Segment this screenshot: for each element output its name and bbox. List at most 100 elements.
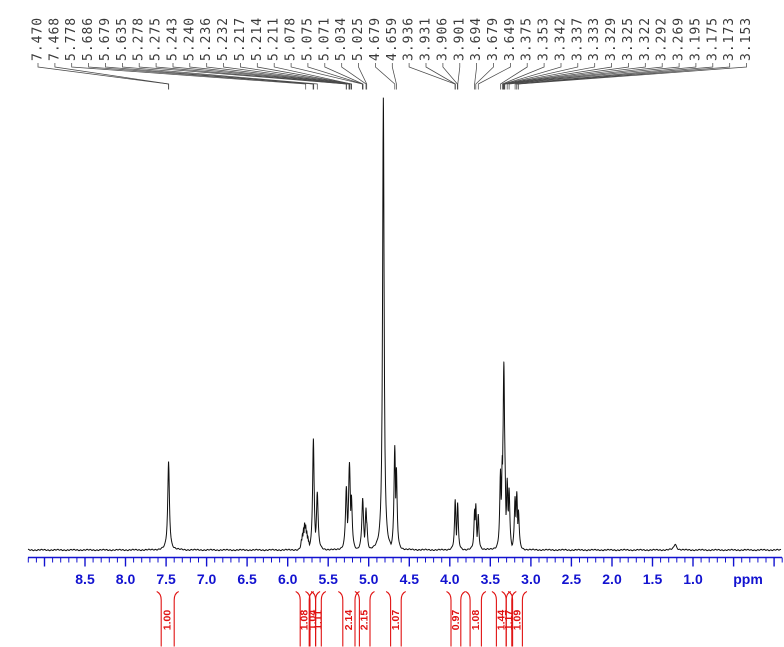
peak-leader-line [518, 63, 747, 90]
peak-label: 5.217 [233, 17, 248, 61]
peak-leader-line [457, 63, 461, 90]
integral-value: 1.08 [299, 610, 311, 631]
x-axis-tick-label: 1.0 [683, 571, 703, 587]
peak-label: 5.686 [81, 17, 96, 61]
peak-label: 3.153 [739, 17, 754, 61]
x-axis-tick-labels: 8.5 8.0 7.5 7.0 6.5 6.0 5.5 5.0 4.5 4.0 3.5 3.0 2.5 2… [75, 571, 703, 587]
x-axis-tick-label: 2.5 [562, 571, 582, 587]
peak-leader-line [501, 63, 545, 90]
peak-label: 3.173 [722, 17, 737, 61]
peak-label: 3.342 [553, 17, 568, 61]
integral-markers: 1.00 1.081.041.11 2.14 2.15 1.07 0.97 1.08 1.44… [156, 590, 528, 647]
peak-leader-line [391, 63, 397, 90]
x-axis-tick-label: 4.5 [400, 571, 420, 587]
peak-label: 3.292 [655, 17, 670, 61]
integral-bracket [156, 590, 179, 647]
integral-bracket [501, 590, 517, 647]
integral-bracket [446, 590, 466, 647]
integral-value: 2.15 [359, 610, 371, 631]
peak-label: 3.353 [537, 17, 552, 61]
peak-label: 3.175 [705, 17, 720, 61]
peak-label: 5.078 [284, 17, 299, 61]
x-axis-ticks [27, 557, 783, 567]
x-axis-tick-label: 1.5 [643, 571, 663, 587]
peak-label: 3.325 [621, 17, 636, 61]
peak-label: 7.470 [31, 17, 46, 61]
peak-label: 5.211 [267, 17, 282, 61]
x-axis-tick-label: 5.0 [359, 571, 379, 587]
integral-value: 0.97 [450, 610, 462, 631]
integral-value: 1.11 [313, 610, 325, 630]
peak-leader-line [71, 63, 307, 90]
peak-leader-line [506, 63, 663, 90]
peak-label: 3.936 [402, 17, 417, 61]
integral-value: 1.07 [390, 610, 402, 631]
integral-bracket [385, 590, 406, 647]
spectrum-trace [27, 97, 782, 552]
peak-leader-line [155, 63, 347, 90]
peak-leader-line [425, 63, 456, 90]
peak-leader-line [502, 63, 562, 90]
peak-label: 3.679 [486, 17, 501, 61]
peak-label: 5.075 [300, 17, 315, 61]
peak-leader-line [516, 63, 731, 90]
peak-leader-line [474, 63, 477, 90]
integral-value: 2.14 [343, 610, 355, 631]
peak-label: 3.269 [672, 17, 687, 61]
peak-leader-line [273, 63, 352, 90]
peak-label: 5.635 [115, 17, 130, 61]
peak-leader-line [514, 63, 697, 90]
peak-label: 3.337 [570, 17, 585, 61]
peak-label: 5.275 [149, 17, 164, 61]
peak-label: 3.195 [688, 17, 703, 61]
peak-label: 5.236 [199, 17, 214, 61]
peak-label: 3.649 [503, 17, 518, 61]
peak-label: 3.901 [452, 17, 467, 61]
x-axis: 8.5 8.0 7.5 7.0 6.5 6.0 5.5 5.0 4.5 4.0 3.5 3.0 2.5 2… [27, 556, 783, 587]
peak-label: 4.659 [385, 17, 400, 61]
x-axis-tick-label: 4.0 [440, 571, 460, 587]
peak-leader-line [475, 63, 494, 90]
peak-label: 5.232 [216, 17, 231, 61]
integral-value: 1.09 [512, 610, 524, 631]
peak-label: 4.679 [368, 17, 383, 61]
peak-leader-line [223, 63, 351, 90]
peak-label: 5.240 [182, 17, 197, 61]
x-axis-tick-label: 2.0 [602, 571, 622, 587]
peak-label: 5.778 [64, 17, 79, 61]
peak-label: 3.906 [435, 17, 450, 61]
peak-leader-line [508, 63, 680, 90]
peak-leader-line [88, 63, 314, 90]
x-axis-tick-label: 5.5 [318, 571, 338, 587]
peak-leader-line [442, 63, 458, 90]
peak-label: 3.694 [469, 17, 484, 61]
peak-leader-line [358, 63, 368, 90]
ppm-unit-label: ppm [733, 571, 763, 587]
peak-leader-line [341, 63, 367, 90]
peak-leader-line [477, 63, 511, 90]
peak-label: 5.214 [250, 17, 265, 61]
peak-label: 3.375 [520, 17, 535, 61]
x-axis-tick-label: 7.5 [156, 571, 176, 587]
peak-label: 3.333 [587, 17, 602, 61]
peak-leader-line [504, 63, 646, 90]
integral-bracket [310, 590, 327, 647]
x-axis-tick-label: 6.5 [237, 571, 257, 587]
peak-leader-line [105, 63, 315, 90]
integral-value: 1.17 [503, 610, 515, 631]
peak-leader-line [122, 63, 318, 90]
x-axis-tick-label: 3.5 [481, 571, 501, 587]
peak-label: 3.322 [638, 17, 653, 61]
integral-value: 1.00 [162, 610, 174, 631]
peak-label: 3.931 [419, 17, 434, 61]
peak-leader-line [54, 63, 170, 90]
peak-leader-line [408, 63, 456, 90]
x-axis-tick-label: 6.0 [278, 571, 298, 587]
peak-label: 5.025 [351, 17, 366, 61]
integral-bracket [465, 590, 487, 647]
peak-leader-lines [37, 63, 747, 90]
peak-label-row: 7.470 7.468 5.778 5.686 5.679 5.635 5.278 5.275… [31, 17, 755, 61]
integral-value: 1.44 [495, 610, 507, 631]
